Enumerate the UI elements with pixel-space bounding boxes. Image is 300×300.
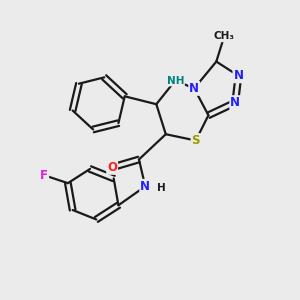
Text: N: N	[230, 96, 240, 109]
Text: F: F	[40, 169, 48, 182]
Text: N: N	[189, 82, 199, 95]
Text: N: N	[140, 180, 150, 193]
Text: O: O	[107, 161, 117, 174]
Text: H: H	[157, 183, 166, 193]
Text: CH₃: CH₃	[214, 31, 235, 41]
Text: N: N	[233, 69, 243, 82]
Text: NH: NH	[167, 76, 184, 85]
Text: S: S	[191, 134, 200, 147]
